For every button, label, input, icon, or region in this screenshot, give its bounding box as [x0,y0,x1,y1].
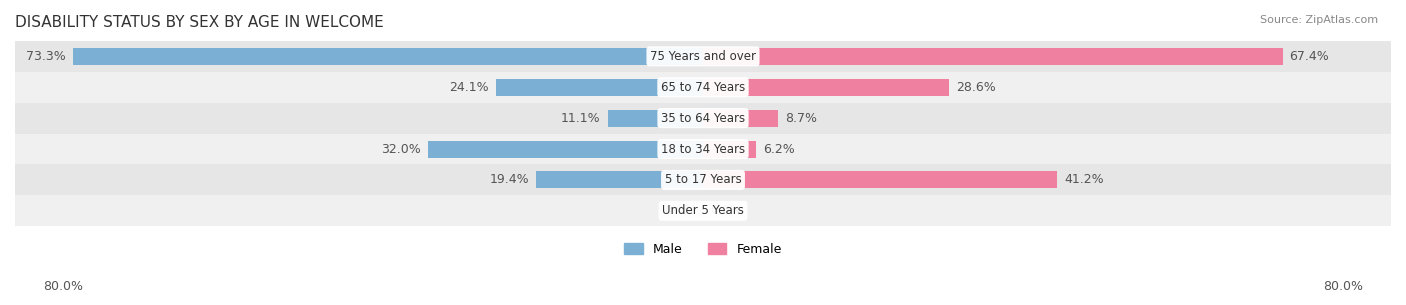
Text: 73.3%: 73.3% [25,50,66,63]
Text: 80.0%: 80.0% [44,280,83,293]
Bar [703,171,1057,188]
Bar [15,196,1391,226]
Bar [496,79,703,96]
Text: DISABILITY STATUS BY SEX BY AGE IN WELCOME: DISABILITY STATUS BY SEX BY AGE IN WELCO… [15,15,384,30]
Text: 24.1%: 24.1% [450,81,489,94]
Bar [703,79,949,96]
Text: 0.0%: 0.0% [710,204,742,217]
Text: 6.2%: 6.2% [763,142,794,156]
Bar [15,103,1391,134]
Bar [427,141,703,158]
Text: 80.0%: 80.0% [1323,280,1362,293]
Text: Under 5 Years: Under 5 Years [662,204,744,217]
Bar [536,171,703,188]
Bar [15,164,1391,196]
Bar [703,48,1282,65]
Bar [73,48,703,65]
Text: 18 to 34 Years: 18 to 34 Years [661,142,745,156]
Bar [15,72,1391,103]
Text: 65 to 74 Years: 65 to 74 Years [661,81,745,94]
Legend: Male, Female: Male, Female [619,238,787,261]
Text: 19.4%: 19.4% [489,174,529,186]
Text: 41.2%: 41.2% [1064,174,1104,186]
Bar [703,109,778,127]
Text: 5 to 17 Years: 5 to 17 Years [665,174,741,186]
Text: 11.1%: 11.1% [561,112,600,125]
Text: 0.0%: 0.0% [664,204,696,217]
Text: 8.7%: 8.7% [785,112,817,125]
Text: 75 Years and over: 75 Years and over [650,50,756,63]
Bar [607,109,703,127]
Text: 32.0%: 32.0% [381,142,420,156]
Bar [15,41,1391,72]
Text: Source: ZipAtlas.com: Source: ZipAtlas.com [1260,15,1378,25]
Text: 35 to 64 Years: 35 to 64 Years [661,112,745,125]
Bar [703,141,756,158]
Text: 67.4%: 67.4% [1289,50,1329,63]
Text: 28.6%: 28.6% [956,81,995,94]
Bar [15,134,1391,164]
